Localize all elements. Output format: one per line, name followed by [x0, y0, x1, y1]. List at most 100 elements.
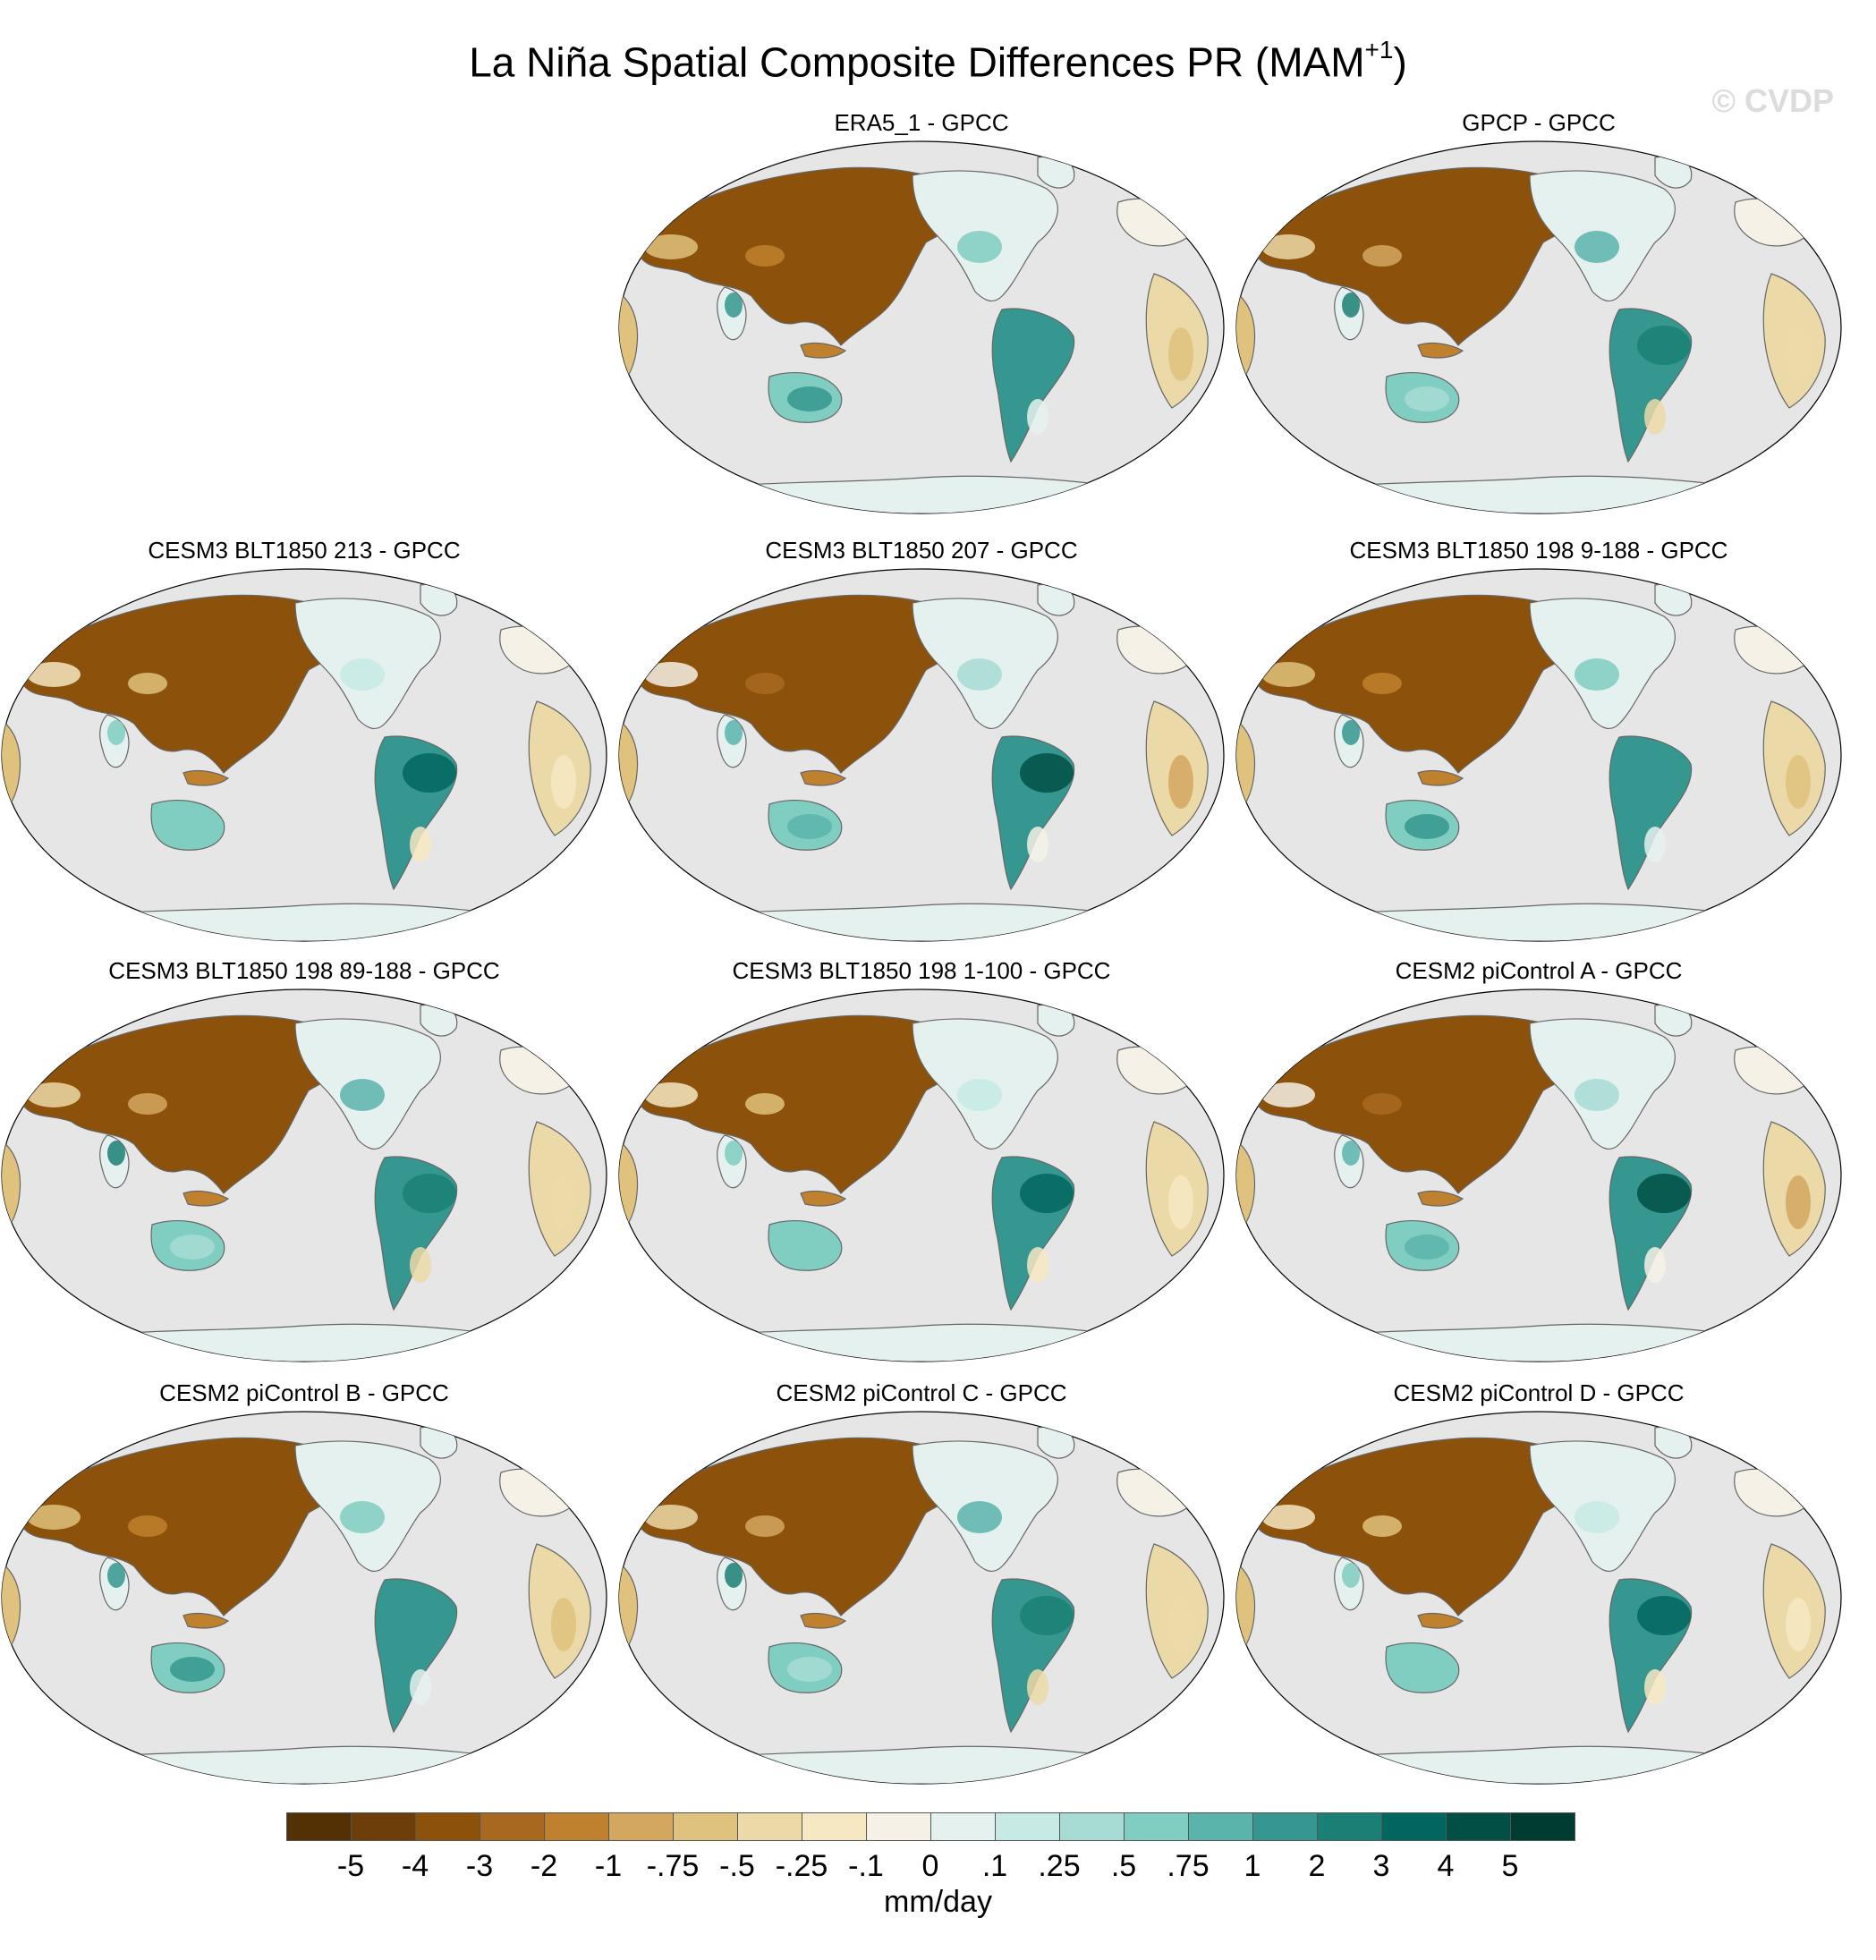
panel-title: CESM3 BLT1850 207 - GPCC: [765, 537, 1078, 564]
colorbar-box: [351, 1812, 416, 1841]
australia-anomaly: [170, 814, 215, 839]
antarctica-landmass: [670, 1323, 1173, 1362]
china-anomaly: [1362, 245, 1402, 267]
panel-title: CESM2 piControl A - GPCC: [1395, 957, 1683, 984]
asia-landmass: [1252, 1437, 1611, 1616]
colorbar: [286, 1812, 1575, 1841]
colorbar-box: [286, 1812, 352, 1841]
map-panel: ERA5_1 - GPCC: [617, 109, 1226, 530]
asia-landmass: [634, 166, 994, 346]
amazon-anomaly: [403, 1596, 456, 1635]
maritime-continent: [183, 1612, 230, 1629]
north-america-anomaly: [340, 658, 385, 691]
map-panel: CESM2 piControl D - GPCC: [1235, 1379, 1843, 1800]
antarctica-landmass: [1287, 475, 1790, 513]
maritime-continent: [1417, 1612, 1464, 1629]
colorbar-tick-label: .25: [1038, 1849, 1081, 1883]
south-america-south-anomaly: [1644, 399, 1666, 435]
antarctica-landmass: [670, 903, 1173, 941]
south-america-south-anomaly: [410, 827, 431, 862]
colorbar-tick-label: -4: [401, 1849, 429, 1883]
panel-title: CESM3 BLT1850 198 1-100 - GPCC: [732, 957, 1111, 984]
australia-anomaly: [787, 1235, 832, 1260]
central-asia-anomaly: [1261, 1505, 1315, 1530]
asia-landmass: [1252, 166, 1611, 346]
east-africa-anomaly: [1786, 327, 1811, 381]
panel-title: GPCP - GPCC: [1462, 109, 1616, 136]
world-map: [1, 568, 607, 942]
australia-anomaly: [1405, 814, 1449, 839]
indochina-anomaly: [107, 720, 125, 745]
central-asia-anomaly: [1261, 1082, 1315, 1107]
central-asia-anomaly: [644, 1505, 698, 1530]
south-america-south-anomaly: [1644, 1669, 1666, 1705]
amazon-anomaly: [1020, 326, 1074, 365]
world-map: [618, 988, 1225, 1362]
colorbar-tick-label: 3: [1372, 1849, 1390, 1883]
colorbar-box: [1124, 1812, 1189, 1841]
antarctica-landmass: [53, 903, 556, 941]
map-panel: CESM2 piControl A - GPCC: [1235, 957, 1843, 1378]
indochina-anomaly: [1342, 1141, 1360, 1166]
colorbar-tick-label: 5: [1501, 1849, 1519, 1883]
maritime-continent: [800, 1612, 847, 1629]
colorbar-box: [544, 1812, 609, 1841]
cvdp-watermark: © CVDP: [1711, 82, 1834, 119]
china-anomaly: [128, 1515, 167, 1537]
colorbar-box: [1381, 1812, 1447, 1841]
colorbar-box: [866, 1812, 931, 1841]
maritime-continent: [800, 1190, 847, 1207]
east-africa-anomaly: [551, 1175, 576, 1229]
colorbar-box: [1510, 1812, 1575, 1841]
central-asia-anomaly: [27, 1505, 81, 1530]
map-panel: CESM3 BLT1850 198 89-188 - GPCC: [0, 957, 608, 1378]
east-africa-anomaly: [1786, 1598, 1811, 1651]
colorbar-tick-label: -5: [336, 1849, 365, 1883]
east-africa-anomaly: [551, 1598, 576, 1651]
north-america-anomaly: [957, 1079, 1002, 1111]
colorbar-box: [930, 1812, 996, 1841]
south-america-south-anomaly: [1027, 1669, 1048, 1705]
panel-title: CESM2 piControl B - GPCC: [159, 1379, 449, 1406]
colorbar-box: [1059, 1812, 1125, 1841]
china-anomaly: [745, 673, 785, 694]
colorbar-tick-label: -.1: [848, 1849, 884, 1883]
antarctica-landmass: [1287, 1323, 1790, 1362]
china-anomaly: [745, 1093, 785, 1115]
panel-title: CESM3 BLT1850 198 89-188 - GPCC: [108, 957, 500, 984]
australia-anomaly: [1405, 386, 1449, 412]
east-africa-anomaly: [551, 755, 576, 809]
antarctica-landmass: [1287, 903, 1790, 941]
asia-landmass: [634, 594, 994, 774]
amazon-anomaly: [1637, 753, 1691, 793]
amazon-anomaly: [1637, 1596, 1691, 1635]
colorbar-tick-label: 1: [1244, 1849, 1261, 1883]
map-panel: CESM3 BLT1850 213 - GPCC: [0, 537, 608, 957]
panel-title: CESM2 piControl D - GPCC: [1393, 1379, 1685, 1406]
asia-landmass: [17, 1437, 377, 1616]
world-map: [1235, 988, 1842, 1362]
australia-anomaly: [170, 1657, 215, 1682]
map-land-layer: [1236, 583, 1826, 941]
australia-anomaly: [1405, 1657, 1449, 1682]
asia-landmass: [1252, 594, 1611, 774]
colorbar-units: mm/day: [884, 1885, 992, 1919]
china-anomaly: [1362, 1515, 1402, 1537]
map-panel: CESM2 piControl B - GPCC: [0, 1379, 608, 1800]
antarctica-landmass: [53, 1323, 556, 1362]
panel-title: CESM3 BLT1850 213 - GPCC: [148, 537, 461, 564]
china-anomaly: [745, 1515, 785, 1537]
asia-landmass: [1252, 1014, 1611, 1194]
south-america-south-anomaly: [1027, 1247, 1048, 1283]
maritime-continent: [1417, 769, 1464, 786]
amazon-anomaly: [1637, 326, 1691, 365]
china-anomaly: [1362, 673, 1402, 694]
colorbar-box: [673, 1812, 738, 1841]
colorbar-tick-label: -1: [594, 1849, 623, 1883]
north-america-anomaly: [1575, 658, 1619, 691]
east-africa-anomaly: [1168, 1175, 1193, 1229]
panel-title: ERA5_1 - GPCC: [834, 109, 1009, 136]
amazon-anomaly: [1020, 753, 1074, 793]
south-america-south-anomaly: [1027, 399, 1048, 435]
colorbar-tick-label: -2: [530, 1849, 558, 1883]
